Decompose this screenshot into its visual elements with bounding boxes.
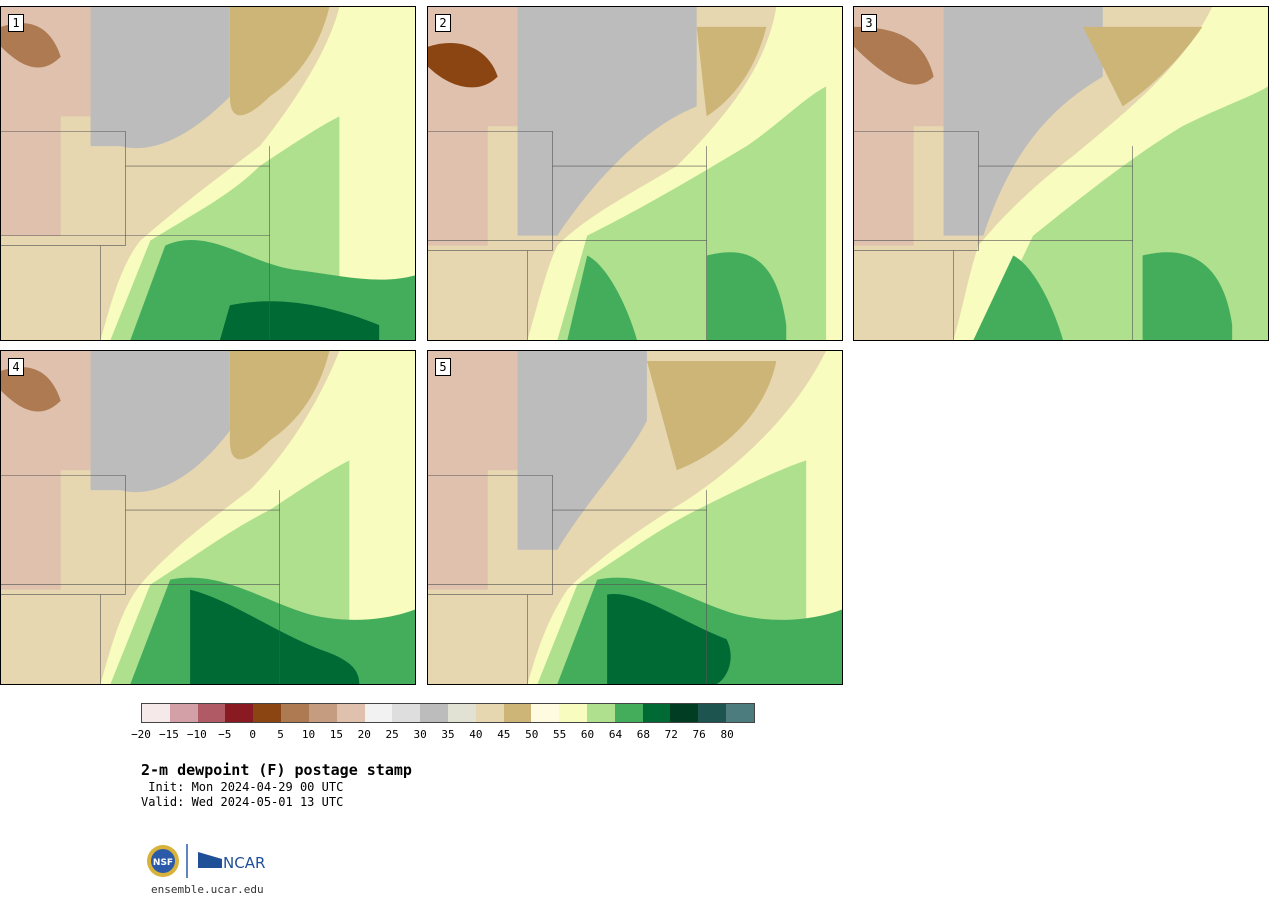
valid-time: Valid: Wed 2024-05-01 13 UTC xyxy=(141,795,344,809)
colorbar-swatch xyxy=(698,704,727,722)
colorbar-tick-label: 50 xyxy=(525,728,539,741)
init-time: Init: Mon 2024-04-29 00 UTC xyxy=(141,780,344,794)
colorbar-swatch xyxy=(559,704,587,722)
panel-label: 3 xyxy=(861,14,877,32)
colorbar-swatch xyxy=(336,704,365,722)
plot-title: 2-m dewpoint (F) postage stamp xyxy=(141,761,412,779)
colorbar-swatch xyxy=(726,704,754,722)
dewpoint-map xyxy=(428,7,842,340)
colorbar-tick-label: 64 xyxy=(608,728,623,741)
colorbar-tick-label: 30 xyxy=(413,728,427,741)
colorbar-swatch xyxy=(475,704,504,722)
colorbar-swatch xyxy=(225,704,254,722)
dewpoint-map xyxy=(1,7,415,340)
colorbar-tick-label: 25 xyxy=(385,728,399,741)
dewpoint-map xyxy=(854,7,1268,340)
ncar-logo-text: NCAR xyxy=(223,854,265,872)
ncar-logo-icon xyxy=(198,852,222,868)
map-panel-3: 3 xyxy=(853,6,1269,341)
colorbar-tick-label: 55 xyxy=(553,728,567,741)
panel-label: 5 xyxy=(435,358,451,376)
panel-label: 4 xyxy=(8,358,24,376)
colorbar-swatch xyxy=(281,704,309,722)
colorbar-tick-label: −5 xyxy=(218,728,232,741)
nsf-logo-text: NSF xyxy=(153,858,173,868)
colorbar-tick-label: 76 xyxy=(692,728,706,741)
colorbar-tick-label: 35 xyxy=(441,728,455,741)
map-panel-2: 2 xyxy=(427,6,843,341)
panel-label: 2 xyxy=(435,14,451,32)
dewpoint-map xyxy=(1,351,415,684)
colorbar-swatch xyxy=(308,704,337,722)
colorbar-swatch xyxy=(503,704,532,722)
colorbar-tick-label: 5 xyxy=(277,728,284,741)
colorbar-tick-label: −20 xyxy=(131,728,151,741)
colorbar-tick-label: 60 xyxy=(580,728,595,741)
panel-label: 1 xyxy=(8,14,24,32)
colorbar-ticks: −20 −15 −10 −5 0 5 10 15 20 25 30 35 40 45 50 55 60 64 68 7… xyxy=(131,728,755,742)
colorbar-swatch xyxy=(447,704,476,722)
colorbar-swatch xyxy=(253,704,282,722)
map-panel-1: 1 xyxy=(0,6,416,341)
colorbar-tick-label: 0 xyxy=(249,728,256,741)
colorbar-swatch xyxy=(642,704,671,722)
colorbar-swatch xyxy=(142,704,170,722)
colorbar-swatch xyxy=(587,704,615,722)
colorbar-tick-label: 40 xyxy=(469,728,483,741)
site-url: ensemble.ucar.edu xyxy=(151,883,264,896)
colorbar-tick-label: 68 xyxy=(636,728,650,741)
colorbar-swatch xyxy=(197,704,226,722)
colorbar-tick-label: 20 xyxy=(357,728,371,741)
colorbar-tick-label: 10 xyxy=(301,728,316,741)
colorbar-tick-label: 80 xyxy=(720,728,734,741)
colorbar-tick-label: 72 xyxy=(664,728,678,741)
colorbar-swatch xyxy=(670,704,699,722)
colorbar-swatch xyxy=(614,704,643,722)
colorbar-tick-label: −10 xyxy=(186,728,207,741)
colorbar-tick-label: 45 xyxy=(497,728,511,741)
colorbar xyxy=(141,703,755,723)
colorbar-tick-label: −15 xyxy=(158,728,179,741)
colorbar-swatch xyxy=(392,704,421,722)
colorbar-tick-label: 15 xyxy=(329,728,343,741)
nsf-ncar-logo: NSF NCAR xyxy=(147,844,265,878)
map-panel-4: 4 xyxy=(0,350,416,685)
colorbar-swatch xyxy=(169,704,198,722)
dewpoint-map xyxy=(428,351,842,684)
map-panel-5: 5 xyxy=(427,350,843,685)
colorbar-swatch xyxy=(364,704,393,722)
colorbar-swatch xyxy=(531,704,560,722)
colorbar-swatch xyxy=(420,704,448,722)
